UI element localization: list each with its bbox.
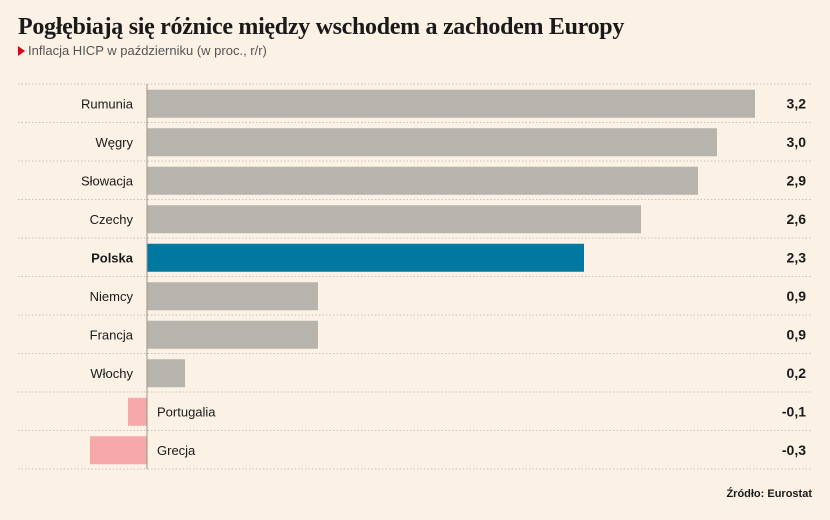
bar-polska [147, 243, 584, 272]
value-label-polska: 2,3 [787, 249, 807, 265]
value-label-wochy: 0,2 [787, 365, 807, 381]
subtitle-marker-icon [18, 46, 25, 56]
category-label-francja: Francja [90, 327, 134, 342]
bar-francja [147, 320, 318, 349]
bar-portugalia [128, 397, 147, 426]
category-label-wegry: Węgry [95, 135, 133, 150]
value-label-czechy: 2,6 [787, 211, 807, 227]
category-label-wochy: Włochy [90, 366, 133, 381]
chart-subtitle: Inflacja HICP w październiku (w proc., r… [18, 43, 267, 58]
bar-sowacja [147, 166, 698, 195]
category-label-grecja: Grecja [157, 443, 196, 458]
category-label-rumunia: Rumunia [81, 96, 134, 111]
value-label-niemcy: 0,9 [787, 288, 807, 304]
chart-title: Pogłębiają się różnice między wschodem a… [18, 14, 625, 40]
bar-czechy [147, 205, 641, 234]
category-label-portugalia: Portugalia [157, 404, 216, 419]
source-note: Źródło: Eurostat [726, 488, 812, 500]
value-label-rumunia: 3,2 [787, 95, 807, 111]
bar-wegry [147, 128, 717, 157]
bar-grecja [90, 436, 147, 465]
value-label-portugalia: -0,1 [782, 403, 806, 419]
category-label-czechy: Czechy [90, 212, 134, 227]
category-label-sowacja: Słowacja [81, 173, 134, 188]
bar-rumunia [147, 89, 755, 118]
chart-subtitle-text: Inflacja HICP w październiku (w proc., r… [28, 43, 267, 58]
value-label-grecja: -0,3 [782, 442, 806, 458]
value-label-francja: 0,9 [787, 326, 807, 342]
bar-wochy [147, 359, 185, 388]
category-label-polska: Polska [91, 250, 134, 265]
value-label-sowacja: 2,9 [787, 172, 807, 188]
value-label-wegry: 3,0 [787, 134, 807, 150]
category-label-niemcy: Niemcy [90, 289, 134, 304]
bar-niemcy [147, 282, 318, 311]
